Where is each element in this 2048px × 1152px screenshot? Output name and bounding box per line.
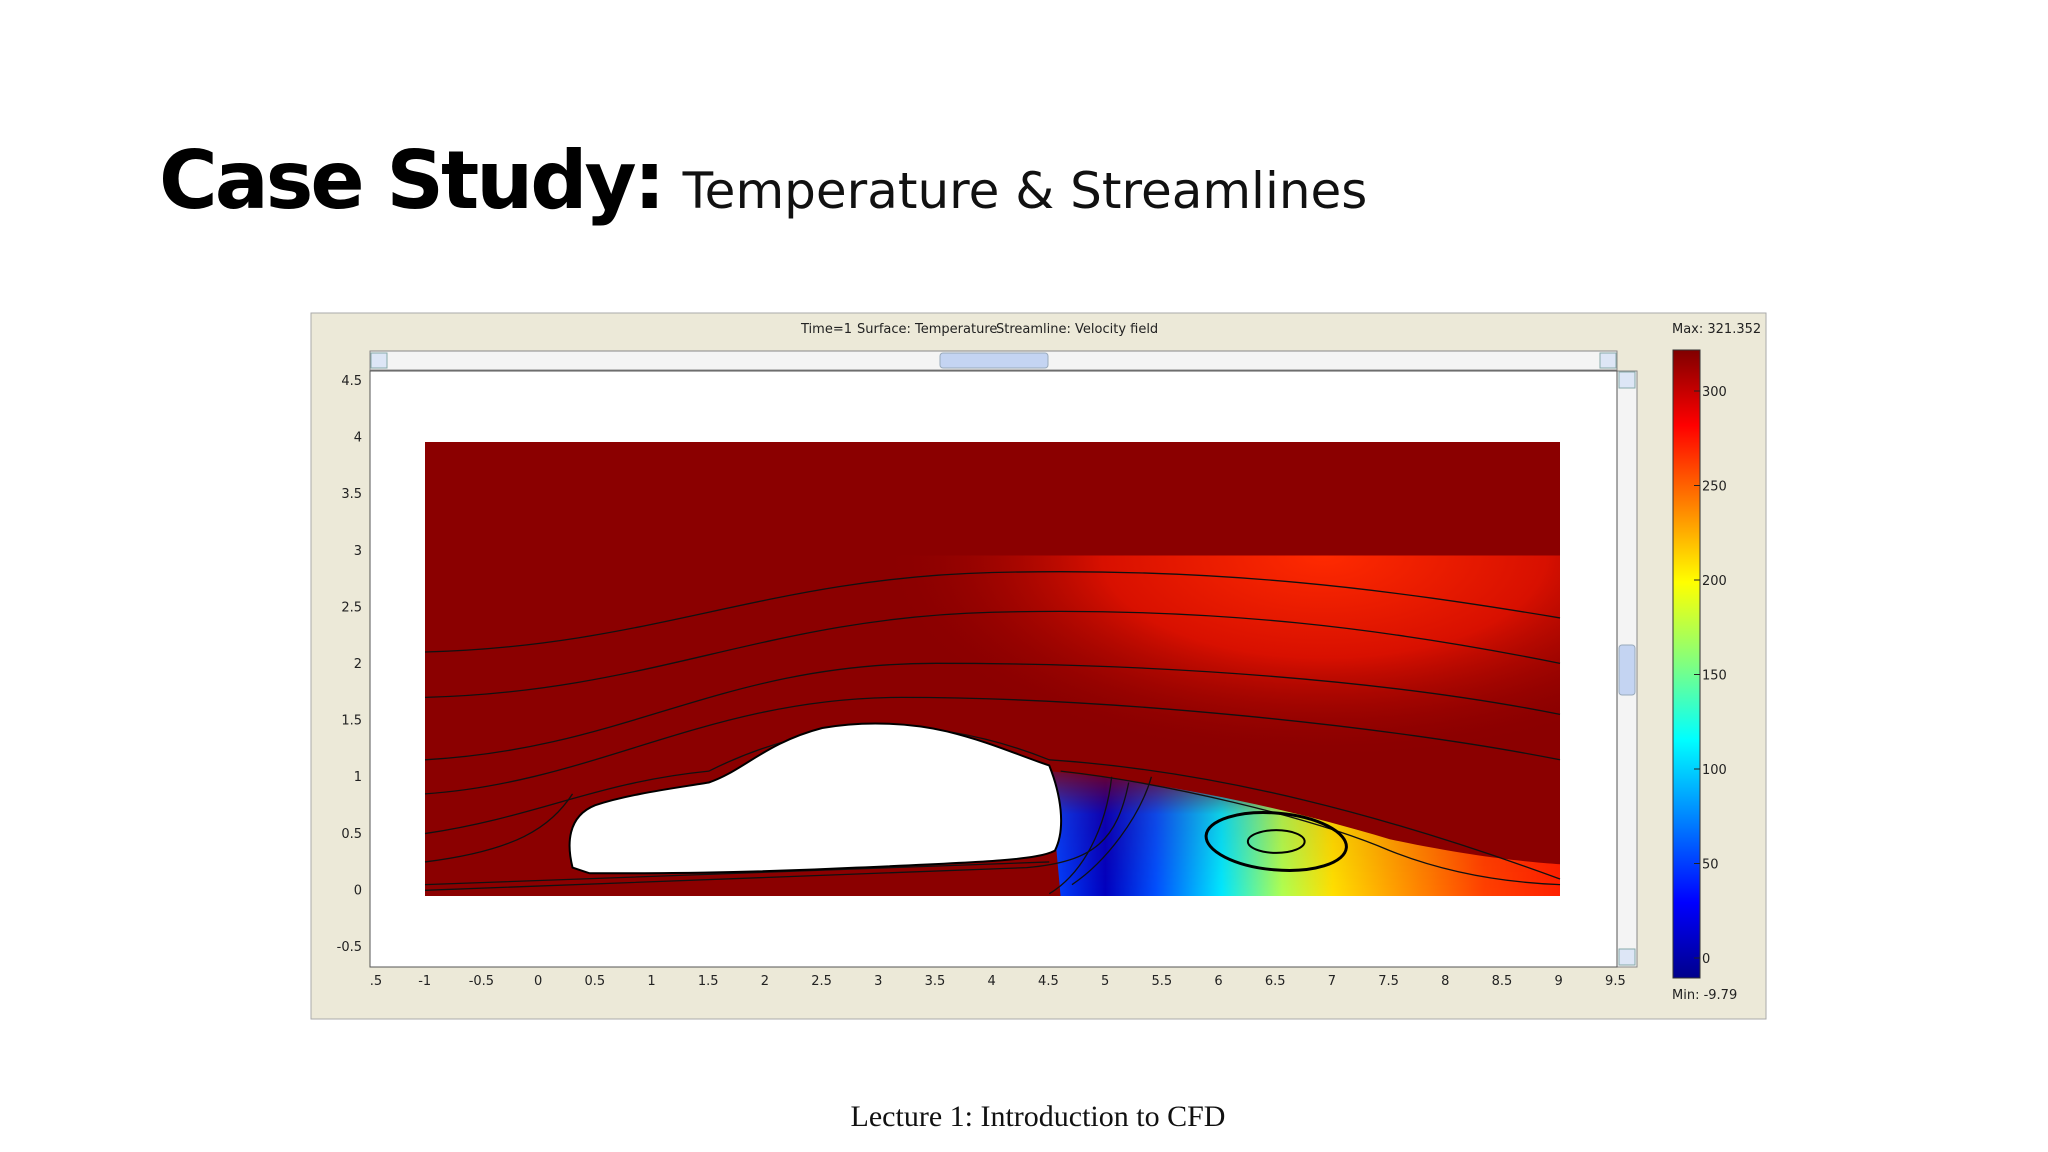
x-tick-label: 3 [874, 974, 882, 989]
x-tick-label: 7.5 [1378, 974, 1399, 989]
y-tick-label: 3.5 [341, 487, 362, 502]
car-body [570, 723, 1062, 873]
scroll-down[interactable] [1618, 948, 1636, 966]
x-tick-label: 9 [1555, 974, 1563, 989]
x-tick-label: 6 [1214, 974, 1222, 989]
colorbar-tick-label: 100 [1702, 763, 1727, 778]
x-tick-label: 0 [534, 974, 542, 989]
x-tick-label: 4 [988, 974, 996, 989]
colorbar [1672, 349, 1701, 979]
y-tick-label: 1 [354, 770, 362, 785]
h-thumb[interactable] [939, 352, 1049, 369]
title: Case Study: Temperature & Streamlines [159, 134, 1367, 227]
max-label: Max: 321.352 [1672, 322, 1761, 337]
y-tick-label: 0.5 [341, 827, 362, 842]
footer: Lecture 1: Introduction to CFD [851, 1100, 1226, 1133]
min-label: Min: -9.79 [1672, 988, 1737, 1003]
x-tick-label: -1 [418, 974, 431, 989]
streamline [425, 771, 1560, 885]
x-tick-label: 3.5 [925, 974, 946, 989]
x-tick-label: 1.5 [698, 974, 719, 989]
y-tick-label: 4 [354, 431, 362, 446]
x-tick-label: 4.5 [1038, 974, 1059, 989]
colorbar-tick-label: 150 [1702, 669, 1727, 684]
header-text: Surface: Temperature [857, 322, 997, 337]
x-tick-label: 5 [1101, 974, 1109, 989]
streamline [425, 611, 1560, 697]
field [425, 442, 1560, 896]
colorbar-tick-label: 250 [1702, 480, 1727, 495]
vortex [1248, 830, 1305, 853]
y-tick-label: 4.5 [341, 374, 362, 389]
streamline [425, 777, 1112, 894]
colorbar-tick-label: 300 [1702, 385, 1727, 400]
x-tick-label: 9.5 [1605, 974, 1626, 989]
v-thumb[interactable] [1618, 644, 1636, 696]
scroll-right[interactable] [1599, 352, 1617, 369]
streamline [425, 697, 1560, 793]
y-tick-label: 0 [354, 883, 362, 898]
y-tick-label: 2.5 [341, 600, 362, 615]
y-tick-label: 1.5 [341, 714, 362, 729]
vortex [1204, 807, 1349, 876]
x-tick-label: -0.5 [469, 974, 494, 989]
x-tick-label: 6.5 [1265, 974, 1286, 989]
x-tick-label: 5.5 [1151, 974, 1172, 989]
header-text: Time=1 [800, 322, 852, 337]
x-tick-label: 8.5 [1492, 974, 1513, 989]
x-tick-label: 2.5 [811, 974, 832, 989]
colorbar-tick-label: 50 [1702, 858, 1719, 873]
y-tick-label: -0.5 [337, 940, 362, 955]
colorbar-tick-label: 200 [1702, 574, 1727, 589]
x-tick-label: 8 [1441, 974, 1449, 989]
x-tick-label: 1 [647, 974, 655, 989]
scroll-up[interactable] [1618, 371, 1636, 389]
y-tick-label: 2 [354, 657, 362, 672]
scroll-left[interactable] [370, 352, 388, 369]
x-tick-label: 7 [1328, 974, 1336, 989]
x-tick-label: .5 [370, 974, 382, 989]
colorbar-tick-label: 0 [1702, 952, 1710, 967]
y-tick-label: 3 [354, 544, 362, 559]
streamline [425, 663, 1560, 759]
streamline [425, 572, 1560, 652]
x-tick-label: 0.5 [584, 974, 605, 989]
x-tick-label: 2 [761, 974, 769, 989]
header-text: Streamline: Velocity field [996, 322, 1158, 337]
